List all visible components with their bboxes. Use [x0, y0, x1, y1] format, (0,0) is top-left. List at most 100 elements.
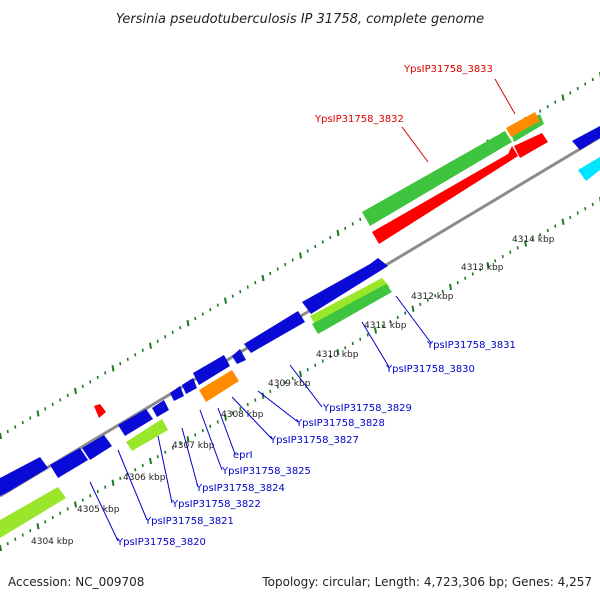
tick-mark [329, 354, 332, 359]
tick-mark [96, 375, 99, 379]
tick-mark [0, 544, 2, 552]
tick-mark [291, 376, 294, 380]
tick-mark [269, 271, 272, 276]
tick-mark [449, 283, 452, 291]
tick-mark [111, 365, 115, 372]
tick-mark [179, 326, 182, 330]
gene-label[interactable]: YpsIP31758_3821 [144, 516, 234, 527]
forward-genes [0, 126, 600, 496]
tick-mark [321, 359, 324, 363]
gene-label[interactable]: eprI [233, 450, 253, 461]
gene-label[interactable]: YpsIP31758_3830 [385, 364, 475, 375]
tick-mark [261, 392, 265, 399]
tick-mark [171, 446, 174, 450]
kbp-marker-label: 4313 kbp [461, 263, 504, 273]
tick-mark [554, 100, 557, 104]
tick-mark [306, 368, 309, 372]
gene-arrow[interactable] [0, 457, 48, 496]
gene-arrow[interactable] [152, 400, 169, 417]
gene-leader-line [117, 449, 148, 521]
tick-mark [269, 389, 272, 394]
tick-mark [201, 312, 204, 316]
tick-mark [29, 416, 32, 420]
tick-mark [284, 381, 287, 385]
gene-arrow[interactable] [193, 355, 230, 385]
accession-text: Accession: NC_009708 [8, 575, 144, 589]
kbp-marker-label: 4311 kbp [364, 321, 407, 331]
tick-mark [284, 262, 287, 267]
kbp-markers: 4304 kbp 4305 kbp 4306 kbp 4307 kbp 4308 kbp… [31, 235, 555, 547]
gene-leader-line [199, 409, 223, 471]
gene-label[interactable]: YpsIP31758_3820 [116, 537, 206, 548]
gene-arrow[interactable] [126, 419, 168, 451]
gene-arrow[interactable] [506, 112, 540, 137]
gene-arrow[interactable] [302, 258, 388, 314]
tick-mark [576, 86, 579, 91]
tick-mark [569, 91, 572, 95]
gene-arrow[interactable] [0, 487, 66, 538]
gene-arrow[interactable] [514, 133, 548, 158]
gene-arrow[interactable] [82, 435, 112, 460]
tick-mark [344, 346, 347, 350]
tick-mark [419, 302, 422, 307]
tick-mark [51, 402, 54, 407]
gene-leader-line [157, 435, 173, 504]
tick-mark [119, 362, 122, 366]
tick-mark [156, 455, 159, 459]
gene-arrow[interactable] [312, 284, 392, 334]
tick-mark [224, 414, 227, 421]
kbp-marker-label: 4312 kbp [411, 292, 454, 302]
gene-arrow[interactable] [372, 146, 518, 244]
gene-label[interactable]: YpsIP31758_3829 [322, 403, 412, 414]
tick-mark [396, 315, 399, 320]
gene-leader-line [257, 390, 299, 423]
gene-leader-line [289, 364, 323, 408]
kbp-marker-label: 4310 kbp [316, 350, 359, 360]
tick-mark [434, 294, 437, 298]
tick-mark [209, 308, 212, 312]
tick-mark [276, 267, 279, 271]
gene-arrow[interactable] [50, 448, 88, 478]
gene-label[interactable]: YpsIP31758_3831 [426, 340, 516, 351]
tick-mark [29, 528, 32, 533]
tick-mark [539, 109, 542, 113]
gene-arrow[interactable] [170, 386, 184, 401]
tick-mark [576, 211, 579, 215]
tick-mark [524, 240, 527, 247]
gene-arrow[interactable] [118, 409, 153, 436]
tick-mark [584, 207, 587, 211]
gene-label[interactable]: YpsIP31758_3832 [314, 114, 404, 125]
gene-label[interactable]: YpsIP31758_3833 [403, 64, 493, 75]
tick-mark [149, 457, 152, 465]
tick-mark [74, 387, 77, 395]
tick-mark [21, 533, 24, 537]
tick-mark [194, 317, 197, 321]
gene-arrow[interactable] [578, 157, 600, 181]
gene-leader-line [231, 396, 273, 440]
gene-label[interactable]: YpsIP31758_3827 [269, 435, 359, 446]
gene-arrow[interactable] [362, 131, 512, 226]
gene-label[interactable]: YpsIP31758_3828 [295, 418, 385, 429]
gene-label[interactable]: YpsIP31758_3825 [221, 466, 311, 477]
tick-mark [426, 298, 429, 302]
gene-label[interactable]: YpsIP31758_3822 [171, 499, 261, 510]
tick-mark [141, 348, 144, 352]
tick-mark [314, 363, 317, 367]
gene-arrow[interactable] [199, 370, 239, 402]
tick-mark [216, 303, 219, 307]
kbp-marker-label: 4304 kbp [31, 537, 74, 547]
tick-mark [584, 82, 587, 86]
tick-mark [0, 432, 2, 440]
tick-mark [44, 520, 47, 524]
tick-mark [351, 341, 354, 346]
gene-arrow[interactable] [572, 126, 600, 150]
gene-arrow[interactable] [182, 378, 197, 394]
tick-mark [44, 407, 47, 411]
gene-arrow[interactable] [244, 311, 305, 353]
tick-mark [359, 217, 362, 222]
tick-mark [336, 349, 340, 356]
gene-arrow[interactable] [232, 349, 246, 364]
gene-arrow[interactable] [94, 404, 106, 418]
tick-mark [344, 226, 347, 231]
gene-label[interactable]: YpsIP31758_3824 [195, 483, 285, 494]
